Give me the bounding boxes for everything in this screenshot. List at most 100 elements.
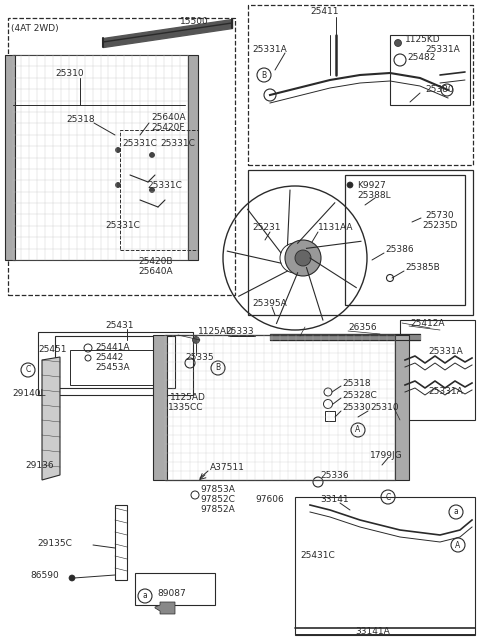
Circle shape bbox=[149, 153, 155, 158]
Text: 25331C: 25331C bbox=[160, 140, 195, 149]
Bar bbox=[188, 55, 198, 260]
Text: 33141: 33141 bbox=[320, 495, 348, 504]
Circle shape bbox=[347, 182, 353, 188]
Text: 25388L: 25388L bbox=[357, 190, 391, 199]
Bar bbox=[55, 336, 175, 388]
Text: 29135C: 29135C bbox=[37, 538, 72, 547]
Circle shape bbox=[69, 575, 75, 581]
Text: 25330: 25330 bbox=[342, 403, 371, 413]
Circle shape bbox=[285, 240, 321, 276]
Text: 97853A: 97853A bbox=[200, 485, 235, 494]
Circle shape bbox=[149, 188, 155, 192]
Bar bbox=[295, 497, 475, 635]
Text: 25331A: 25331A bbox=[428, 347, 463, 356]
Text: 33141A: 33141A bbox=[355, 626, 390, 635]
Bar bbox=[390, 35, 470, 105]
Text: C: C bbox=[385, 492, 391, 501]
Text: A: A bbox=[456, 540, 461, 549]
Bar bbox=[395, 335, 409, 480]
Bar bbox=[325, 411, 335, 421]
Text: 1131AA: 1131AA bbox=[318, 224, 353, 233]
Text: A37511: A37511 bbox=[210, 463, 245, 472]
Polygon shape bbox=[42, 357, 60, 480]
Text: 25451: 25451 bbox=[38, 345, 67, 354]
Bar bbox=[70, 350, 155, 385]
Bar bbox=[400, 320, 475, 420]
Text: 25441A: 25441A bbox=[95, 344, 130, 353]
Text: 25442: 25442 bbox=[95, 353, 123, 363]
Text: 25420B: 25420B bbox=[138, 258, 172, 267]
Text: 25331C: 25331C bbox=[105, 221, 140, 229]
Text: 25380: 25380 bbox=[425, 85, 454, 94]
Text: 25310: 25310 bbox=[55, 69, 84, 78]
Circle shape bbox=[395, 40, 401, 47]
Text: 25310: 25310 bbox=[370, 403, 398, 413]
Text: 25231: 25231 bbox=[252, 224, 280, 233]
Bar bbox=[345, 175, 465, 305]
Text: 25640A: 25640A bbox=[151, 113, 186, 122]
Text: 97852A: 97852A bbox=[200, 506, 235, 515]
Text: 25318: 25318 bbox=[66, 115, 95, 124]
Text: 29136: 29136 bbox=[25, 460, 54, 469]
Text: 26356: 26356 bbox=[348, 322, 377, 331]
Text: 25640A: 25640A bbox=[138, 267, 173, 276]
Text: 25395A: 25395A bbox=[252, 299, 287, 308]
Text: 25730: 25730 bbox=[425, 210, 454, 219]
Text: 25431C: 25431C bbox=[300, 551, 335, 560]
Text: 25328C: 25328C bbox=[342, 390, 377, 399]
Text: 25420F: 25420F bbox=[151, 124, 184, 133]
Text: 1125KD: 1125KD bbox=[405, 35, 441, 44]
Text: 25333: 25333 bbox=[225, 328, 253, 337]
Text: 25331A: 25331A bbox=[428, 388, 463, 397]
Text: 25318: 25318 bbox=[342, 378, 371, 388]
Circle shape bbox=[295, 250, 311, 266]
Bar bbox=[13, 55, 188, 260]
Text: 25331C: 25331C bbox=[147, 181, 182, 190]
Text: 25431: 25431 bbox=[105, 320, 133, 329]
Text: 1125AD: 1125AD bbox=[170, 394, 206, 403]
Text: 25235D: 25235D bbox=[422, 221, 457, 229]
Text: 25331A: 25331A bbox=[425, 46, 460, 54]
Text: B: B bbox=[216, 363, 221, 372]
Circle shape bbox=[116, 183, 120, 188]
Text: 1335CC: 1335CC bbox=[168, 403, 204, 413]
Text: 25386: 25386 bbox=[385, 246, 414, 254]
Text: 97606: 97606 bbox=[255, 495, 284, 504]
Bar bbox=[38, 332, 193, 395]
Text: A: A bbox=[355, 426, 360, 435]
Bar bbox=[115, 505, 127, 580]
Bar bbox=[135, 573, 215, 605]
Text: a: a bbox=[454, 508, 458, 517]
Text: 86590: 86590 bbox=[30, 570, 59, 579]
Text: 1799JG: 1799JG bbox=[370, 451, 403, 460]
Text: (4AT 2WD): (4AT 2WD) bbox=[11, 24, 59, 33]
Text: 89087: 89087 bbox=[157, 590, 186, 599]
Circle shape bbox=[116, 147, 120, 153]
Text: 25482: 25482 bbox=[407, 53, 435, 63]
Bar bbox=[248, 5, 473, 165]
Text: 97852C: 97852C bbox=[200, 495, 235, 504]
Bar bbox=[165, 335, 395, 480]
Text: 15500: 15500 bbox=[180, 17, 209, 26]
Text: K9927: K9927 bbox=[357, 181, 386, 190]
Text: 25331A: 25331A bbox=[252, 46, 287, 54]
Text: 25385B: 25385B bbox=[405, 263, 440, 272]
Text: 25453A: 25453A bbox=[95, 363, 130, 372]
Text: B: B bbox=[262, 71, 266, 79]
Text: 25335: 25335 bbox=[185, 353, 214, 363]
Text: 25336: 25336 bbox=[320, 470, 348, 479]
Polygon shape bbox=[155, 602, 175, 614]
Bar bbox=[153, 335, 167, 480]
Text: 25412A: 25412A bbox=[410, 319, 444, 328]
Text: 25411: 25411 bbox=[310, 8, 338, 17]
Text: 1125AD: 1125AD bbox=[198, 328, 234, 337]
Text: 25331C: 25331C bbox=[122, 140, 157, 149]
Bar bbox=[248, 170, 473, 315]
Bar bbox=[5, 55, 15, 260]
Bar bbox=[120, 130, 198, 250]
Circle shape bbox=[192, 337, 200, 344]
Text: C: C bbox=[25, 365, 31, 374]
Text: a: a bbox=[143, 592, 147, 601]
Bar bbox=[8, 18, 235, 295]
Text: 29140L: 29140L bbox=[12, 388, 46, 397]
